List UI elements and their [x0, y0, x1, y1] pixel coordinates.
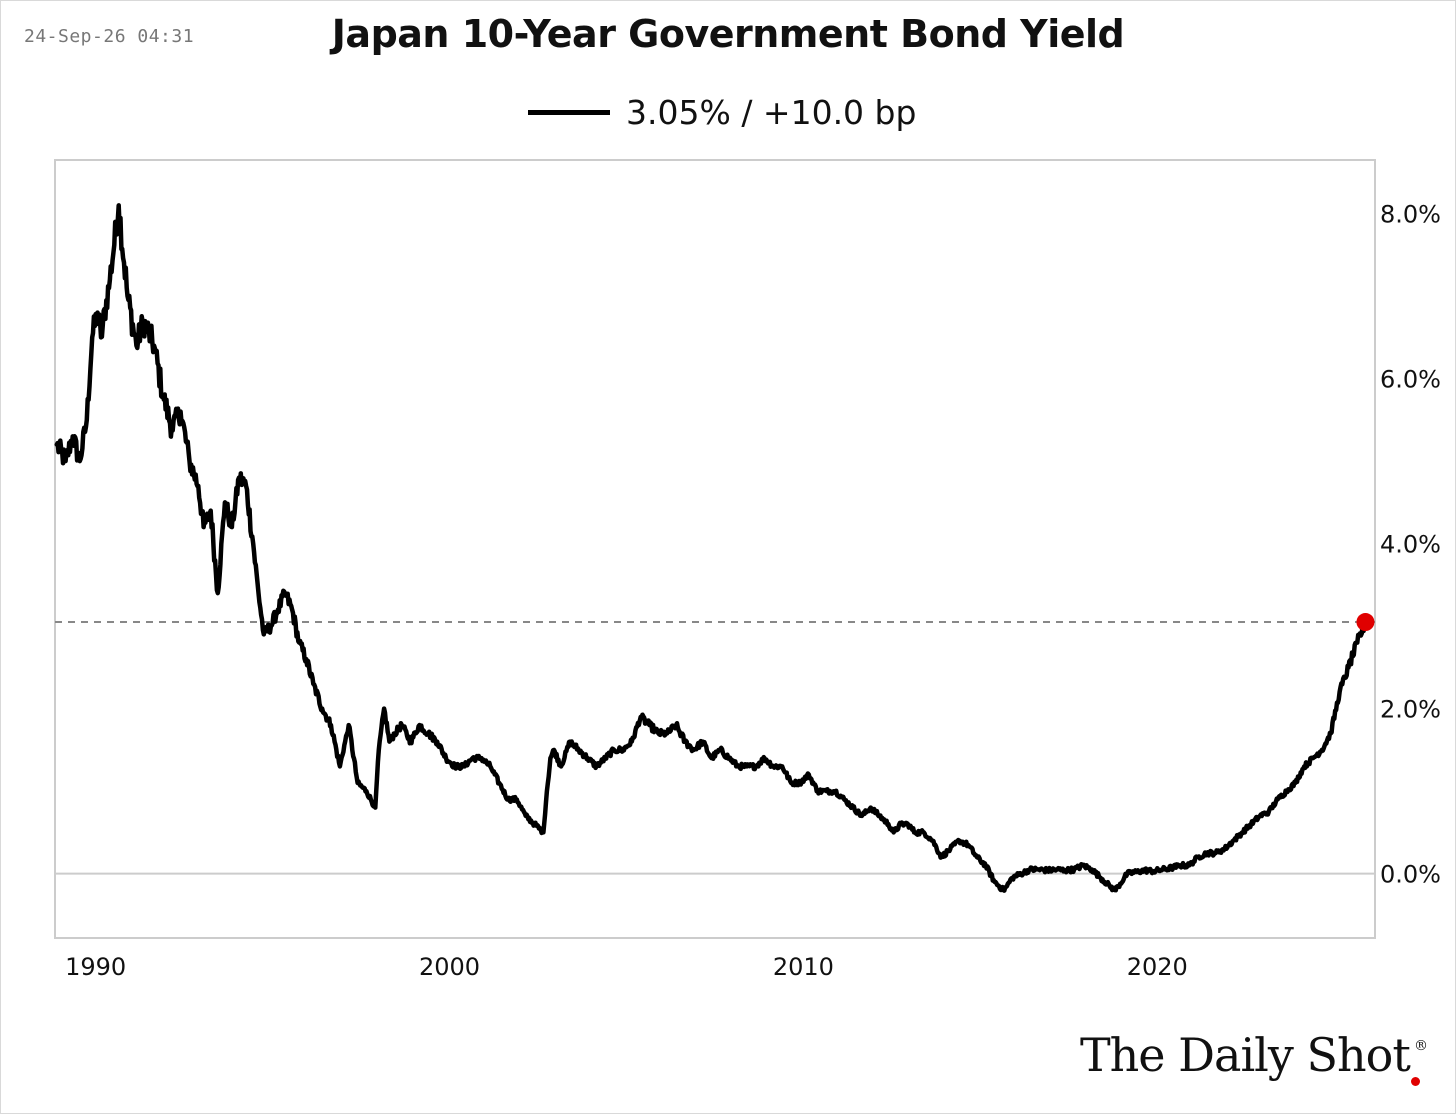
y-tick-label: 2.0% — [1380, 696, 1441, 724]
yield-series-line — [54, 203, 1368, 893]
registered-mark: ® — [1414, 1038, 1428, 1054]
y-tick-label: 6.0% — [1380, 366, 1441, 394]
y-tick-label: 0.0% — [1380, 861, 1441, 889]
chart-title: Japan 10-Year Government Bond Yield — [331, 12, 1125, 56]
plot-area-border — [54, 159, 1376, 939]
last-value-marker — [1356, 613, 1375, 632]
x-tick-label: 2020 — [1127, 953, 1188, 981]
x-axis-tick-labels: 1990 2000 2010 2020 — [65, 953, 1188, 981]
legend-line-swatch — [528, 109, 610, 115]
y-axis-tick-labels: 0.0% 2.0% 4.0% 6.0% 8.0% — [1380, 201, 1441, 889]
legend-label: 3.05% / +10.0 bp — [626, 92, 917, 132]
x-tick-label: 2010 — [773, 953, 834, 981]
timestamp: 24-Sep-26 04:31 — [24, 26, 195, 47]
brand-dot — [1411, 1077, 1420, 1086]
y-tick-label: 4.0% — [1380, 531, 1441, 559]
y-tick-label: 8.0% — [1380, 201, 1441, 229]
chart-legend: 3.05% / +10.0 bp — [528, 90, 916, 134]
brand-logo-text: The Daily Shot — [1080, 1028, 1411, 1082]
x-tick-label: 1990 — [65, 953, 126, 981]
x-tick-label: 2000 — [419, 953, 480, 981]
